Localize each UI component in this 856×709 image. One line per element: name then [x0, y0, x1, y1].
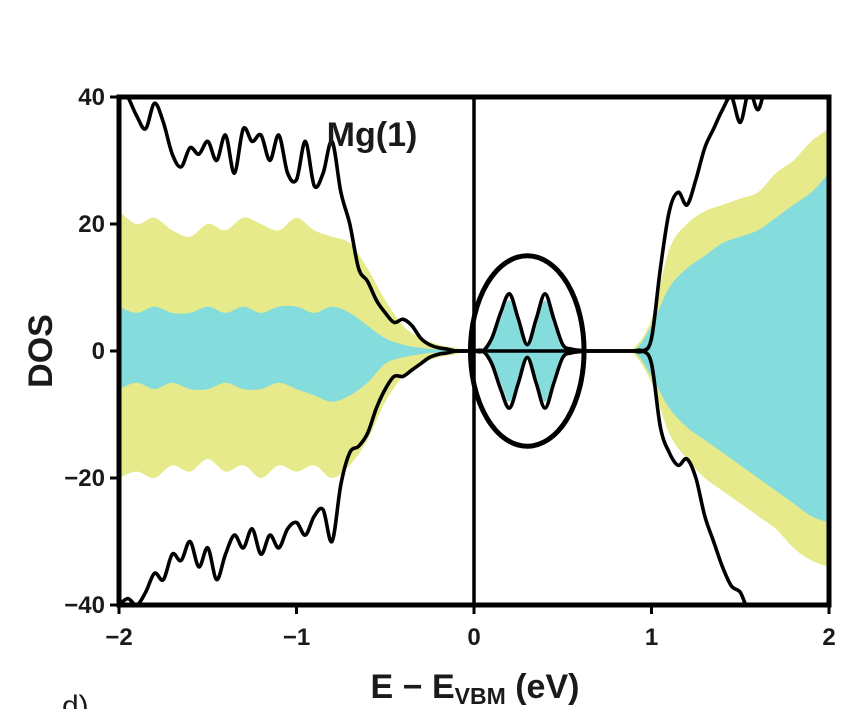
x-axis-title-subscript: VBM — [455, 683, 506, 709]
y-tick-label: 0 — [92, 338, 105, 365]
yellow-dos-band — [119, 128, 829, 567]
x-axis-title: E − EVBM (eV) — [371, 668, 580, 709]
y-tick-label: −20 — [64, 465, 105, 492]
defect-state-highlight-ellipse — [467, 253, 587, 449]
x-tick-label: 0 — [467, 624, 480, 651]
lines-layer — [119, 97, 785, 605]
ticks-layer: −2 −1 0 1 2 −40 −20 0 20 40 — [64, 84, 835, 651]
bands-layer — [119, 128, 829, 567]
y-axis-title: DOS — [22, 314, 60, 388]
x-tick-label: −2 — [105, 624, 132, 651]
x-axis-title-unit: (eV) — [506, 668, 580, 706]
annotation-mg1: Mg(1) — [327, 116, 418, 154]
x-tick-label: −1 — [283, 624, 310, 651]
panel-label: d) — [62, 690, 89, 709]
overlays-layer — [467, 97, 587, 605]
x-tick-label: 1 — [645, 624, 658, 651]
y-tick-label: 40 — [78, 84, 105, 111]
y-tick-label: −40 — [64, 592, 105, 619]
x-axis-title-main: E − E — [371, 668, 455, 706]
y-tick-label: 20 — [78, 211, 105, 238]
total-dos-line-down — [119, 348, 785, 605]
x-tick-label: 2 — [822, 624, 835, 651]
total-dos-line-up — [125, 97, 776, 354]
cyan-dos-band — [119, 173, 829, 523]
